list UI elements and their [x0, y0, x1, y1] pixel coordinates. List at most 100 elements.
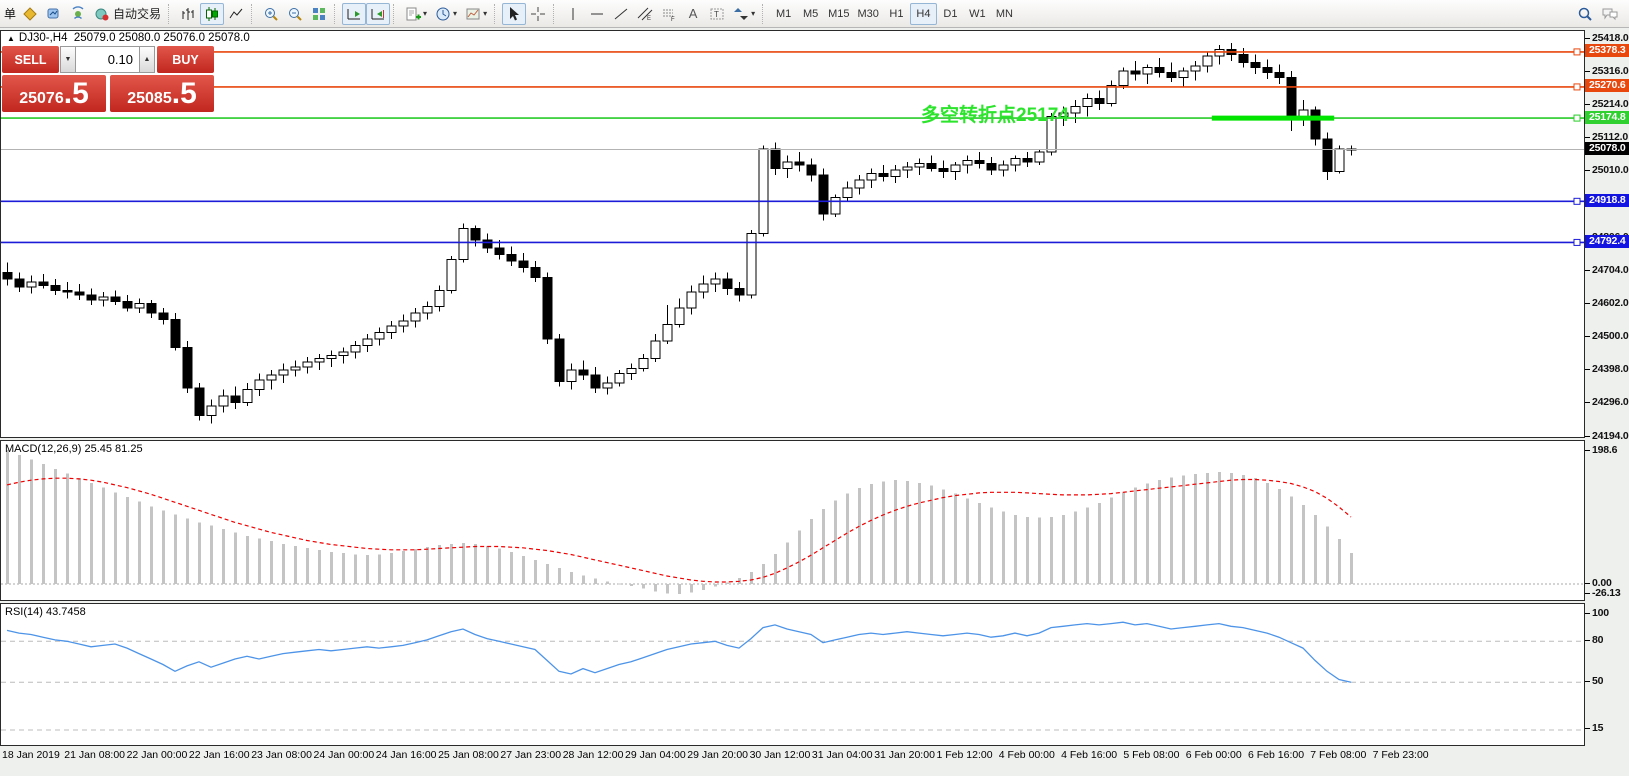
- rsi-indicator-pane[interactable]: [0, 603, 1585, 746]
- time-label: 7 Feb 23:00: [1372, 749, 1429, 761]
- timeframe-h4[interactable]: H4: [909, 2, 937, 25]
- axis-tick-label: 24602.0: [1585, 297, 1629, 310]
- crosshair-icon[interactable]: [526, 3, 550, 25]
- main-chart-pane[interactable]: [0, 30, 1585, 438]
- dropdown-caret-icon: ▾: [483, 9, 488, 18]
- axis-tick-label: 15: [1585, 722, 1629, 735]
- rsi-line: [6, 621, 1352, 683]
- toolbar-separator: [168, 3, 173, 24]
- time-label: 7 Feb 08:00: [1310, 749, 1367, 761]
- svg-text:T: T: [714, 10, 719, 19]
- text-tool-icon[interactable]: A: [681, 3, 705, 25]
- timeframe-mn[interactable]: MN: [991, 3, 1018, 25]
- bid-price-fraction: .5: [63, 76, 89, 110]
- toolbar-separator: [334, 3, 339, 24]
- candles-group: [2, 43, 1357, 424]
- quotes-icon[interactable]: [18, 3, 42, 25]
- timeframe-h1[interactable]: H1: [883, 3, 910, 25]
- price-badge: 25378.3: [1585, 44, 1629, 58]
- timeframe-d1[interactable]: D1: [937, 3, 964, 25]
- price-axis[interactable]: 25418.025316.025214.025112.025010.024908…: [1585, 0, 1629, 776]
- time-label: 24 Jan 16:00: [375, 749, 437, 761]
- time-label: 28 Jan 12:00: [562, 749, 624, 761]
- axis-tick-label: 100: [1585, 607, 1629, 620]
- auto-trading-label: 自动交易: [113, 7, 162, 21]
- fibonacci-tool-icon[interactable]: F: [657, 3, 681, 25]
- main-toolbar: 单 自动交易 ▾ ▾ ▾ E F A T ▾ M1: [0, 0, 1629, 28]
- macd-indicator-pane[interactable]: [0, 440, 1585, 601]
- candlestick-type-icon[interactable]: [200, 2, 225, 25]
- periods-icon[interactable]: ▾: [431, 3, 461, 25]
- horizontal-lines-group[interactable]: [1, 48, 1584, 246]
- volume-increase-button[interactable]: ▲: [139, 46, 155, 73]
- time-label: 29 Jan 04:00: [625, 749, 686, 761]
- auto-scroll-icon[interactable]: [342, 2, 367, 25]
- bid-price-button[interactable]: 25076.5: [2, 75, 106, 112]
- axis-tick-label: 198.6: [1585, 444, 1629, 457]
- bid-price-main: 25076: [19, 90, 64, 107]
- axis-tick-label: -26.13: [1585, 587, 1629, 600]
- tile-windows-icon[interactable]: [307, 3, 331, 25]
- symbol-label: DJ30-,H4: [18, 32, 68, 44]
- macd-indicator-label: MACD(12,26,9) 25.45 81.25: [5, 443, 143, 455]
- axis-tick-label: 50: [1585, 675, 1629, 688]
- templates-icon[interactable]: ▾: [461, 3, 491, 25]
- volume-input[interactable]: 0.10: [76, 46, 139, 73]
- time-axis[interactable]: 18 Jan 2019 21 Jan 08:00 22 Jan 00:00 22 Ja…: [0, 746, 1585, 766]
- axis-tick-label: 0.00: [1585, 577, 1629, 590]
- chart-shift-icon[interactable]: [366, 2, 391, 25]
- zoom-out-icon[interactable]: [283, 3, 307, 25]
- chart-title: ▲ DJ30-,H4 25079.0 25080.0 25076.0 25078.…: [7, 32, 250, 44]
- volume-decrease-button[interactable]: ▼: [60, 46, 76, 73]
- auto-trading-button[interactable]: 自动交易: [90, 3, 165, 25]
- ask-price-button[interactable]: 25085.5: [110, 75, 214, 112]
- profiles-icon[interactable]: [42, 3, 66, 25]
- timeframe-w1[interactable]: W1: [964, 3, 991, 25]
- price-badge: 25174.8: [1585, 110, 1629, 124]
- buy-button[interactable]: BUY: [157, 46, 214, 73]
- toolbar-separator: [393, 3, 398, 24]
- zoom-in-icon[interactable]: [259, 3, 283, 25]
- axis-tick-label: 25418.0: [1585, 32, 1629, 45]
- axis-tick-label: 24704.0: [1585, 264, 1629, 277]
- timeframe-m1[interactable]: M1: [770, 3, 797, 25]
- search-icon[interactable]: [1573, 3, 1597, 25]
- toolbar-separator: [762, 3, 767, 24]
- new-order-label[interactable]: 单: [4, 7, 17, 21]
- time-label: 1 Feb 12:00: [936, 749, 993, 761]
- time-label: 27 Jan 23:00: [500, 749, 562, 761]
- channel-tool-icon[interactable]: E: [633, 3, 657, 25]
- timeframe-m5[interactable]: M5: [797, 3, 824, 25]
- collapse-icon[interactable]: ▲: [7, 34, 15, 43]
- dropdown-caret-icon: ▾: [423, 9, 428, 18]
- axis-tick-label: 25010.0: [1585, 164, 1629, 177]
- time-label: 23 Jan 08:00: [251, 749, 312, 761]
- arrows-tool-icon[interactable]: ▾: [729, 3, 759, 25]
- bar-chart-type-icon[interactable]: [176, 3, 200, 25]
- label-tool-icon[interactable]: T: [705, 3, 729, 25]
- time-label: 5 Feb 08:00: [1123, 749, 1180, 761]
- toolbar-separator: [251, 3, 256, 24]
- chat-icon[interactable]: [1597, 3, 1623, 25]
- price-badge: 24792.4: [1585, 234, 1629, 248]
- time-label: 4 Feb 16:00: [1061, 749, 1118, 761]
- ohlc-values: 25079.0 25080.0 25076.0 25078.0: [73, 32, 250, 44]
- time-label: 21 Jan 08:00: [64, 749, 126, 761]
- add-indicator-icon[interactable]: ▾: [401, 3, 431, 25]
- cursor-icon[interactable]: [502, 2, 527, 25]
- timeframe-m30[interactable]: M30: [854, 3, 883, 25]
- axis-tick-label: 80: [1585, 634, 1629, 647]
- toolbar-separator: [494, 3, 499, 24]
- price-badge: 25078.0: [1585, 142, 1629, 156]
- horizontal-line-tool-icon[interactable]: [585, 3, 609, 25]
- trendline-tool-icon[interactable]: [609, 3, 633, 25]
- vertical-line-tool-icon[interactable]: [561, 3, 585, 25]
- line-chart-type-icon[interactable]: [224, 3, 248, 25]
- sell-button[interactable]: SELL: [2, 46, 59, 73]
- axis-tick-label: 24500.0: [1585, 330, 1629, 343]
- axis-tick-label: 24398.0: [1585, 363, 1629, 376]
- timeframe-m15[interactable]: M15: [824, 3, 853, 25]
- svg-text:F: F: [671, 17, 675, 22]
- time-label: 6 Feb 00:00: [1185, 749, 1242, 761]
- signal-icon[interactable]: [66, 3, 90, 25]
